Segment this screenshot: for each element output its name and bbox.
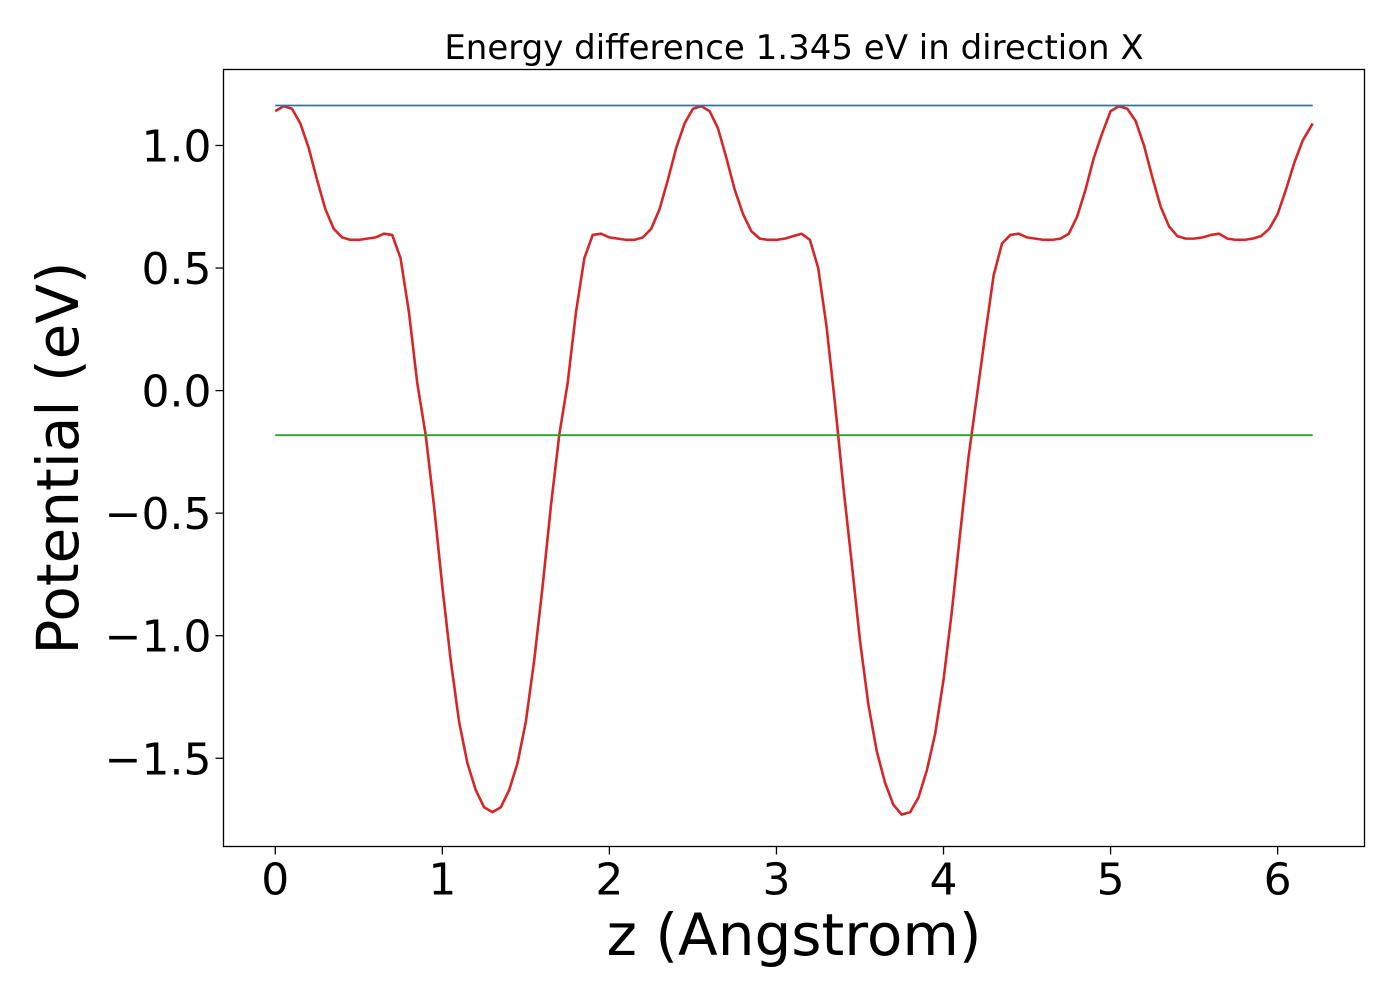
series-line-1 [274, 104, 1314, 816]
x-tick-label: 0 [261, 855, 289, 906]
y-axis: −1.5 −1.0 −0.5 0.0 0.5 1.0 [105, 121, 224, 785]
x-tick-label: 4 [930, 855, 958, 906]
x-tick-label: 5 [1097, 855, 1125, 906]
plot-frame [222, 68, 1366, 848]
x-axis: 0 1 2 3 4 5 6 [261, 846, 1292, 906]
y-tick-label: −1.0 [105, 612, 212, 663]
x-axis-label: z (Angstrom) [607, 901, 982, 969]
y-axis-label: Potential (eV) [24, 261, 92, 654]
y-tick-label: 1.0 [142, 121, 212, 172]
y-tick-label: 0.0 [142, 367, 212, 418]
x-tick-label: 6 [1264, 855, 1292, 906]
x-tick-label: 1 [428, 855, 456, 906]
x-tick-label: 3 [762, 855, 790, 906]
y-tick-label: 0.5 [142, 244, 212, 295]
chart-title: Energy difference 1.345 eV in direction … [444, 28, 1143, 68]
x-tick-label: 2 [595, 855, 623, 906]
y-tick-label: −1.5 [105, 734, 212, 785]
series-layer [274, 104, 1314, 816]
y-tick-label: −0.5 [105, 489, 212, 540]
